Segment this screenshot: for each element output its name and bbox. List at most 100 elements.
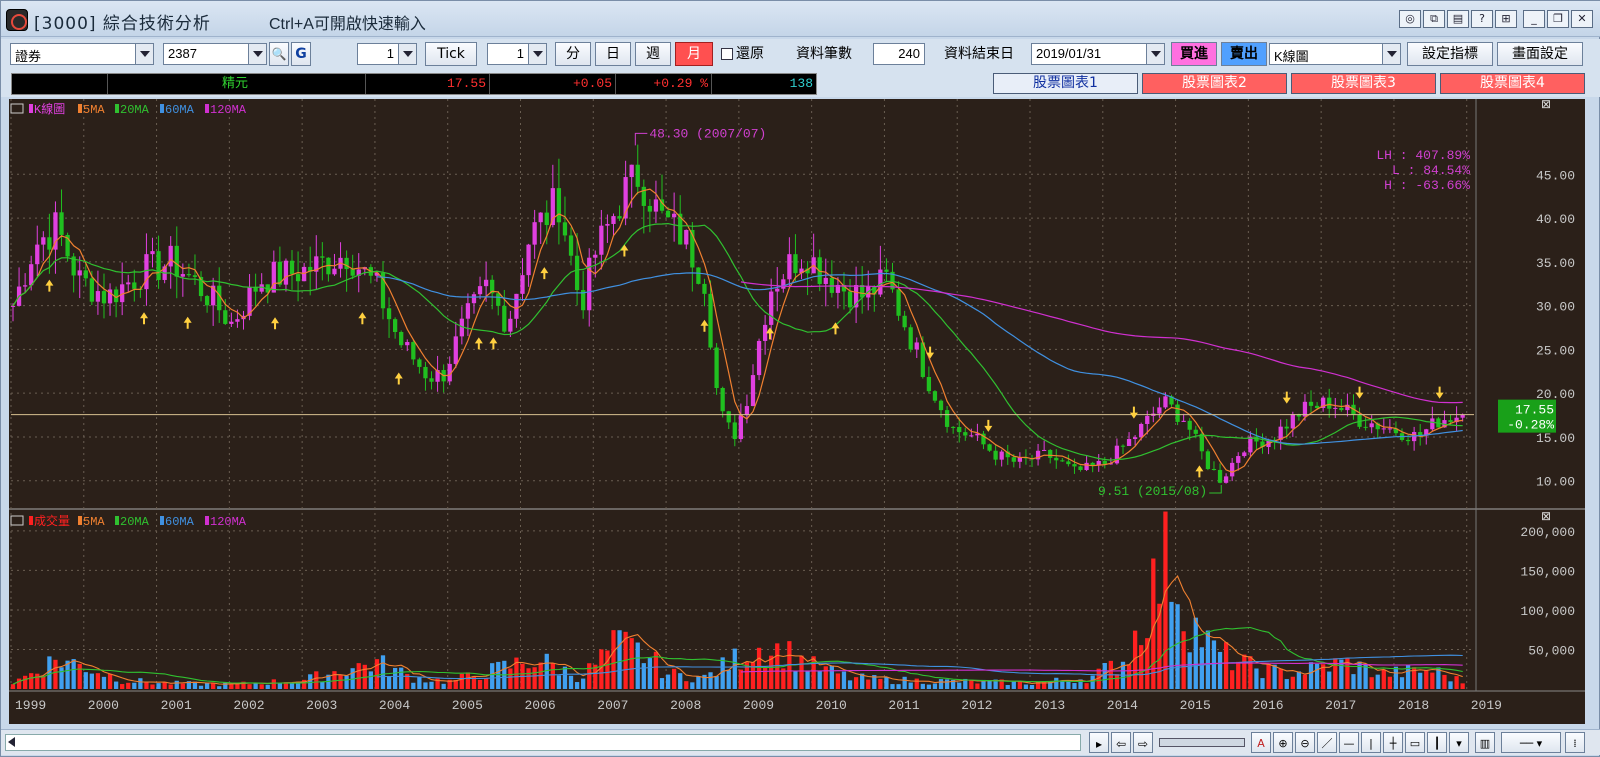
pin-icon[interactable]: ⊞: [1495, 10, 1517, 28]
copy-window-icon[interactable]: ⧉: [1423, 10, 1445, 28]
buy-signal-icon: [700, 319, 709, 332]
vline-icon[interactable]: |: [1361, 732, 1381, 753]
candle-body: [1272, 439, 1277, 441]
volume-bar: [77, 663, 82, 689]
buy-signal-icon: [1195, 465, 1204, 478]
candle-body: [1327, 397, 1332, 409]
volume-bar: [1084, 683, 1089, 689]
volume-bar: [981, 679, 986, 689]
close-button[interactable]: ✕: [1571, 10, 1593, 28]
zoom-out-icon[interactable]: ⊖: [1295, 732, 1315, 753]
candle-body: [247, 286, 252, 316]
volume-bar: [229, 683, 234, 689]
set-indicator-button[interactable]: 設定指標: [1407, 42, 1493, 66]
dropdown-icon[interactable]: ▾: [1449, 732, 1469, 753]
volume-bar: [1023, 684, 1029, 689]
volume-bar: [120, 684, 125, 689]
hline-icon[interactable]: —: [1339, 732, 1359, 753]
volume-bar: [1175, 604, 1180, 689]
tab-chart-2[interactable]: 股票圖表2: [1142, 73, 1287, 94]
candle-body: [1302, 401, 1308, 417]
screen-setting-button[interactable]: 畫面設定: [1497, 42, 1583, 66]
help-icon[interactable]: ?: [1471, 10, 1493, 28]
year-label: 2002: [233, 698, 264, 713]
spinner-arrows-icon[interactable]: [398, 44, 416, 64]
candle-body: [453, 336, 458, 364]
volume-bar: [1011, 681, 1016, 689]
technical-chart[interactable]: 45.00 40.00 35.00 30.00 25.00 20.00 15.00 10.00…: [9, 98, 1585, 724]
volume-bar: [47, 656, 52, 689]
chevron-down-icon[interactable]: [1146, 44, 1164, 64]
market-select[interactable]: 證券: [10, 43, 154, 65]
candle-body: [969, 435, 974, 437]
restore-checkbox[interactable]: [721, 48, 733, 60]
candle-body: [526, 244, 531, 276]
candle-body: [720, 388, 725, 412]
period-minute-button[interactable]: 分: [555, 42, 591, 66]
chart-type-select[interactable]: K線圖: [1269, 43, 1401, 65]
volume-bar: [1424, 670, 1429, 689]
tab-chart-3[interactable]: 股票圖表3: [1291, 73, 1436, 94]
g-icon[interactable]: G: [291, 42, 311, 66]
grid-icon[interactable]: ⁞: [1565, 732, 1585, 753]
chevron-down-icon[interactable]: [135, 44, 153, 64]
arrow-right-icon[interactable]: ⇨: [1133, 732, 1153, 753]
year-label: 2007: [597, 698, 628, 713]
trendline-icon[interactable]: ／: [1317, 732, 1337, 753]
candle-body: [1054, 457, 1059, 461]
candle-body: [672, 213, 677, 218]
candle-body: [823, 277, 828, 284]
candle-body: [1248, 436, 1253, 453]
bars-icon[interactable]: ▥: [1475, 732, 1495, 753]
volume-bar: [423, 682, 428, 689]
chart-area[interactable]: 45.00 40.00 35.00 30.00 25.00 20.00 15.00 10.00…: [9, 98, 1585, 724]
symbol-select[interactable]: 2387: [163, 43, 267, 65]
volume-bar: [914, 678, 919, 689]
price-legend-swatch: [115, 104, 119, 113]
end-date-picker[interactable]: 2019/01/31: [1031, 43, 1165, 65]
crosshair-icon[interactable]: ┼: [1383, 732, 1403, 753]
candle-body: [1430, 418, 1435, 430]
period-count-spinner[interactable]: 1: [487, 43, 547, 65]
layout-icon[interactable]: ▤: [1447, 10, 1469, 28]
volume-bar: [884, 677, 889, 689]
period-week-button[interactable]: 週: [635, 42, 671, 66]
maximize-button[interactable]: ❐: [1547, 10, 1569, 28]
zoom-in-icon[interactable]: ⊕: [1273, 732, 1293, 753]
sell-button[interactable]: 賣出: [1221, 42, 1267, 66]
tick-count-spinner[interactable]: 1: [357, 43, 417, 65]
records-input[interactable]: 240: [873, 43, 925, 65]
candle-body: [587, 257, 592, 311]
search-icon[interactable]: 🔍: [269, 42, 289, 66]
annotate-icon[interactable]: A: [1251, 732, 1271, 753]
scroll-left-icon[interactable]: [8, 737, 15, 747]
volume-bar: [429, 681, 434, 689]
zoom-slider[interactable]: [1159, 738, 1245, 747]
volume-bar: [10, 684, 16, 689]
volume-bar: [1132, 630, 1138, 689]
chevron-down-icon[interactable]: [248, 44, 266, 64]
minimize-button[interactable]: _: [1523, 10, 1545, 28]
chevron-down-icon[interactable]: [1382, 44, 1400, 64]
volume-bar: [1387, 676, 1393, 689]
candle-body: [987, 444, 992, 451]
play-icon[interactable]: ▸: [1089, 732, 1109, 753]
volume-legend-label: 20MA: [120, 515, 150, 529]
volume-bar: [138, 678, 143, 689]
arrow-left-icon[interactable]: ⇦: [1111, 732, 1131, 753]
tick-count-value: 1: [386, 46, 394, 61]
horizontal-scrollbar[interactable]: [5, 734, 1081, 751]
period-day-button[interactable]: 日: [595, 42, 631, 66]
link-icon[interactable]: ◎: [1399, 10, 1421, 28]
line-style-select[interactable]: ── ▾: [1501, 732, 1561, 753]
tab-chart-4[interactable]: 股票圖表4: [1440, 73, 1585, 94]
period-month-button[interactable]: 月: [675, 42, 713, 66]
box-icon[interactable]: ▭: [1405, 732, 1425, 753]
buy-button[interactable]: 買進: [1171, 42, 1217, 66]
tick-button[interactable]: Tick: [425, 42, 477, 66]
volume-ma60-line: [376, 654, 1463, 680]
candle-icon[interactable]: ┃: [1427, 732, 1447, 753]
tab-chart-1[interactable]: 股票圖表1: [993, 73, 1138, 94]
spinner-arrows-icon[interactable]: [528, 44, 546, 64]
app-logo-icon[interactable]: [6, 9, 28, 31]
